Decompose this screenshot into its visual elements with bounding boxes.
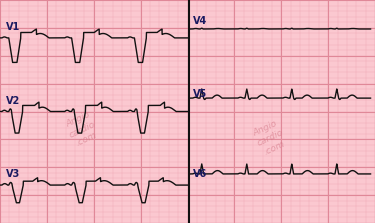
- Text: V3: V3: [6, 169, 20, 180]
- Text: V4: V4: [193, 16, 207, 26]
- Text: V6: V6: [193, 169, 207, 180]
- Text: Angio
cardio
.com: Angio cardio .com: [63, 110, 102, 149]
- Text: V2: V2: [6, 96, 20, 106]
- Text: V5: V5: [193, 89, 207, 99]
- Text: V1: V1: [6, 22, 20, 32]
- Text: Angio
cardio
.com: Angio cardio .com: [251, 119, 289, 158]
